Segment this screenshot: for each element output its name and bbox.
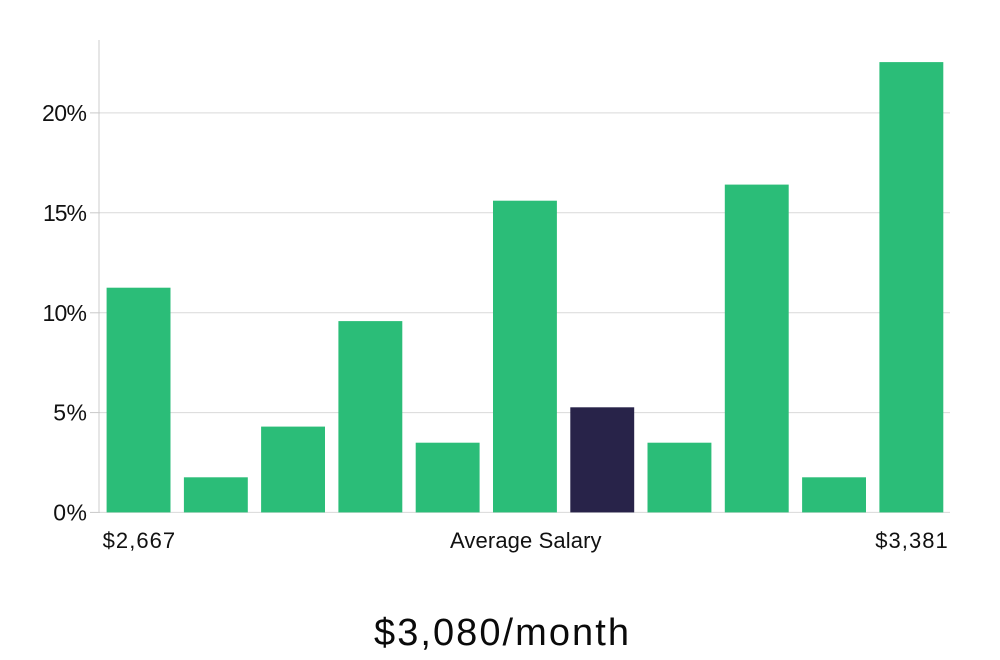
svg-text:Average Salary: Average Salary <box>450 528 602 553</box>
svg-text:15%: 15% <box>43 200 87 226</box>
svg-text:$2,667: $2,667 <box>103 528 176 553</box>
svg-text:10%: 10% <box>43 300 88 326</box>
svg-text:0%: 0% <box>53 500 87 526</box>
svg-text:$3,381: $3,381 <box>875 528 948 553</box>
svg-text:20%: 20% <box>42 100 87 126</box>
svg-text:5%: 5% <box>53 400 87 426</box>
